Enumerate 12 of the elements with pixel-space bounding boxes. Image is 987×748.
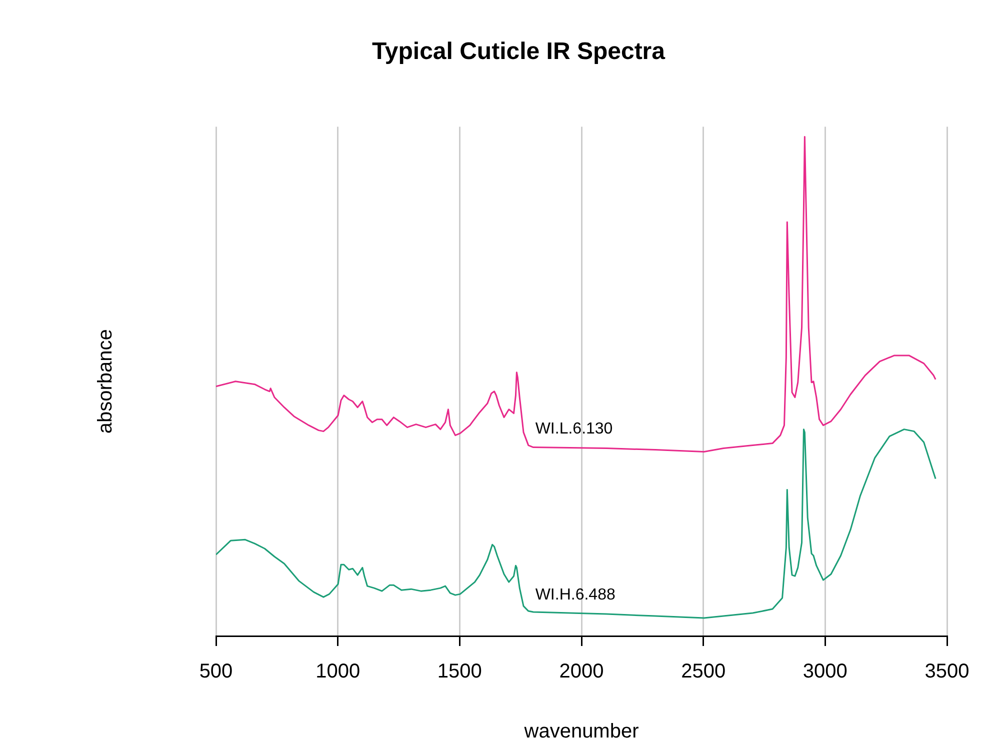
x-tick-label: 3500 <box>924 660 970 683</box>
x-tick-label: 3000 <box>802 660 848 683</box>
x-tick-label: 1500 <box>437 660 482 683</box>
series-label: WI.L.6.130 <box>535 420 613 438</box>
x-tick-label: 2500 <box>681 660 726 683</box>
x-tick-label: 1000 <box>316 660 360 683</box>
y-axis-title: absorbance <box>94 329 117 434</box>
x-tick-label: 500 <box>199 660 233 683</box>
chart-title: Typical Cuticle IR Spectra <box>372 38 666 66</box>
series-label: WI.H.6.488 <box>535 586 616 604</box>
x-tick-label: 2000 <box>559 660 604 683</box>
x-axis-title: wavenumber <box>523 720 640 743</box>
